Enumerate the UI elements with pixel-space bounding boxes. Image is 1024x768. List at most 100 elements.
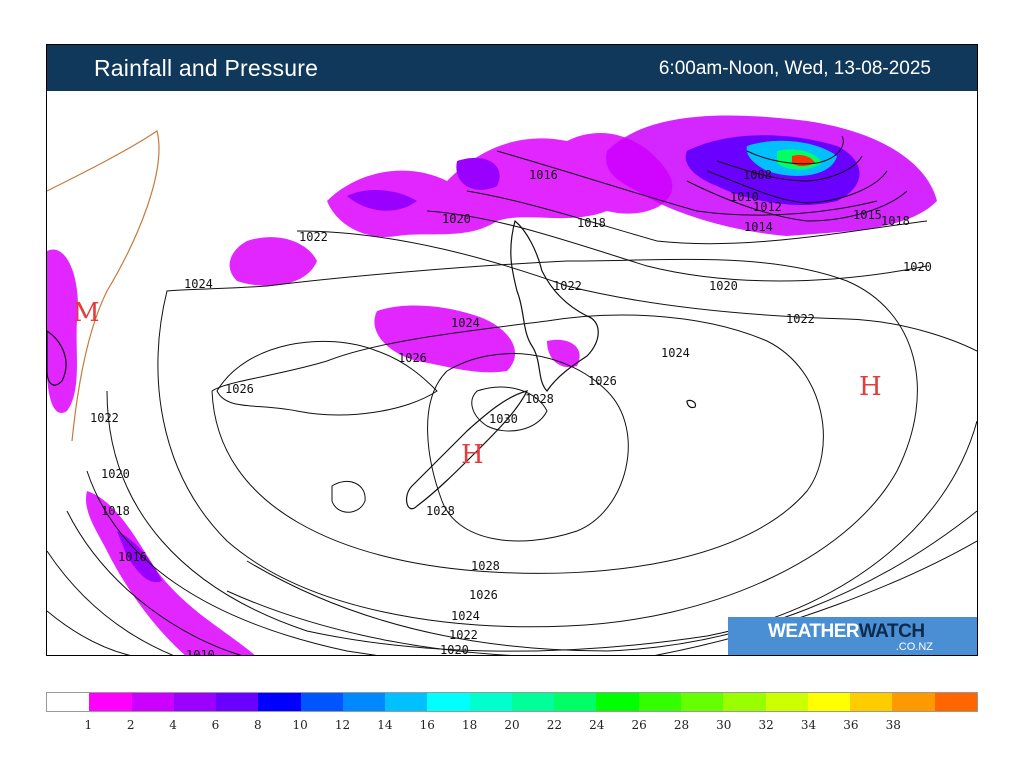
chatham-islands [686,399,697,409]
legend-label: 16 [419,718,435,732]
legend-label: 8 [253,718,262,732]
isobar-label: 1010 [730,190,759,204]
legend-swatch [385,693,428,711]
isobar-1018 [66,510,242,655]
rainfall-layer [47,115,937,655]
marker-australia: M [73,298,100,328]
isobar-label: 1028 [426,504,455,518]
pressure-centre-layer: H H M [73,298,882,470]
rain-area-north-core [347,189,417,211]
legend-swatch [723,693,766,711]
legend-swatch [765,693,808,711]
legend-label: 26 [631,718,647,732]
legend-swatch [807,693,851,711]
legend-swatch [638,693,681,711]
isobar-1016 [47,550,174,655]
isobar-label: 1020 [101,467,130,481]
isobar-label: 1010 [186,648,215,656]
legend-swatch [131,693,174,711]
isobar-label: 1022 [553,279,582,293]
isobar-label: 1020 [440,643,469,656]
rainfall-color-legend [46,692,978,712]
weatherwatch-logo: WEATHERWATCH .CO.NZ [728,617,977,655]
isobar-label: 1024 [451,316,480,330]
isobar-1026 [211,314,824,574]
legend-label: 28 [673,718,690,732]
isobar-1008 [746,135,844,165]
legend-swatch [173,693,217,711]
land-layer [47,130,697,510]
isobar-label: 1026 [588,374,617,388]
legend-label: 30 [716,718,732,732]
rainfall-legend-labels: 1 2 4 6 8 10 12 14 16 18 20 22 24 26 28 30 32 34 36 38 [46,718,978,734]
isobar-label: 1026 [225,382,254,396]
isobar-label: 1026 [469,588,498,602]
isobar-label: 1028 [471,559,500,573]
legend-label: 6 [211,718,220,732]
isobar-label: 1018 [101,504,130,518]
legend-swatch [892,693,935,711]
tasmania-outline [47,330,67,386]
title-bar: Rainfall and Pressure 6:00am-Noon, Wed, … [47,45,977,91]
legend-label: 20 [504,718,520,732]
legend-label: 24 [589,718,605,732]
isobar-label: 1020 [709,279,738,293]
legend-label: 10 [292,718,308,732]
isobar-label: 1008 [743,168,772,182]
legend-label: 12 [334,718,351,732]
legend-swatch [427,693,470,711]
isobar-label: 1018 [577,216,606,230]
isobar-1008-sw [47,610,131,655]
australia-coast [47,130,160,442]
isobar-label: 1030 [489,412,518,426]
legend-label: 22 [546,718,562,732]
legend-swatch [47,693,90,711]
isobar-1028 [427,353,629,542]
isobar-label: 1020 [903,260,932,274]
map-frame: Rainfall and Pressure 6:00am-Noon, Wed, … [46,44,978,656]
isobar-label-layer: 1016 1008 1010 1012 1014 1015 1018 1018 … [90,168,932,656]
rain-area-north [327,132,673,237]
legend-swatch [850,693,893,711]
isobar-label: 1012 [753,200,782,214]
isobar-1014 [686,180,908,222]
legend-label: 1 [84,718,93,732]
isobar-label: 1014 [744,220,773,234]
legend-swatch [596,693,639,711]
isobar-label: 1028 [525,392,554,406]
isobar-label: 1016 [118,550,147,564]
isobar-label: 1018 [881,214,910,228]
legend-swatch [469,693,512,711]
isobar-label: 1022 [449,628,478,642]
forecast-period: 6:00am-Noon, Wed, 13-08-2025 [658,58,931,79]
logo-text-weather: WEATHER [768,621,859,642]
legend-swatch [511,693,555,711]
legend-swatch [216,693,259,711]
isobar-label: 1024 [184,277,213,291]
isobar-label: 1024 [661,346,690,360]
rain-area-north-core2 [456,157,500,190]
south-island-outline [405,390,529,510]
isobar-1030 [471,386,548,432]
isobar-layer [47,135,977,655]
isobar-label: 1022 [299,230,328,244]
legend-label: 2 [126,718,135,732]
isobar-1010 [716,155,863,182]
isobar-1024 [157,258,918,628]
isobar-label: 1015 [853,208,882,222]
high-pressure-centre-south-island: H [461,440,484,470]
high-pressure-centre-east: H [859,372,882,402]
isobar-island-south [331,481,366,513]
legend-swatch [89,693,132,711]
isobar-1026-inner [216,340,438,416]
rain-area-tasman [229,237,317,286]
logo-text-watch: WATCH [858,621,925,642]
isobar-label: 1022 [786,312,815,326]
isobar-1020 [86,470,378,655]
legend-label: 32 [758,718,774,732]
rain-area-southwest [86,491,255,655]
isobar-label: 1022 [90,411,119,425]
isobar-label: 1026 [398,351,427,365]
isobar-1022-north [296,230,977,352]
map-title: Rainfall and Pressure [94,55,319,81]
